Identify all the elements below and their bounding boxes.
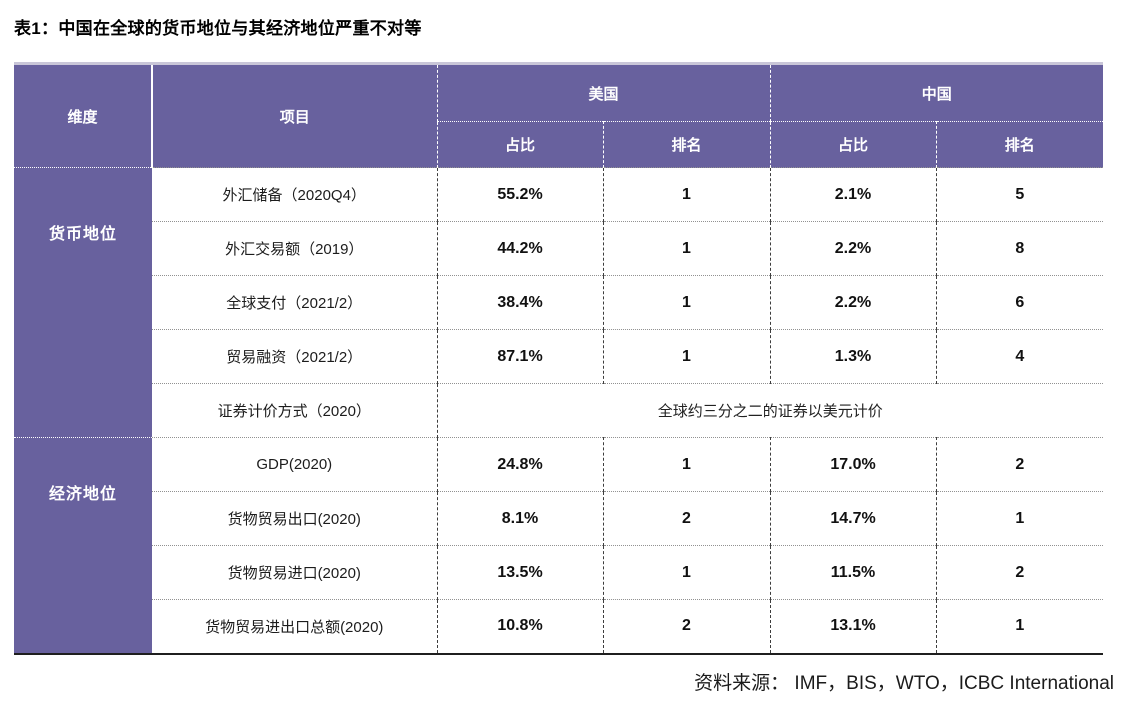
header-us-rank: 排名: [602, 121, 771, 168]
cell-item: 货物贸易出口(2020): [152, 491, 437, 546]
cell-us-rank: 2: [602, 491, 771, 546]
cell-cn-share: 1.3%: [769, 329, 937, 384]
table-header: 维度 项目 美国 中国 占比 排名 占比 排名: [14, 63, 1104, 168]
cell-us-share: 38.4%: [436, 275, 603, 330]
table-row: 货物贸易出口(2020) 8.1% 2 14.7% 1: [14, 491, 1104, 546]
source-note: 资料来源： IMF，BIS，WTO，ICBC International: [694, 673, 1114, 694]
cell-cn-share: 17.0%: [769, 437, 937, 492]
cell-us-rank: 1: [602, 329, 771, 384]
cell-us-share: 44.2%: [436, 221, 603, 276]
cell-item: GDP(2020): [152, 437, 437, 492]
header-us: 美国: [436, 63, 771, 122]
header-cn-share: 占比: [769, 121, 937, 168]
cell-cn-rank: 2: [935, 437, 1104, 492]
cell-us-rank: 1: [602, 545, 771, 600]
cell-us-share: 8.1%: [436, 491, 603, 546]
cell-cn-share: 2.2%: [769, 221, 937, 276]
cell-us-share: 10.8%: [436, 599, 603, 654]
cell-item: 贸易融资（2021/2）: [152, 329, 437, 384]
cell-us-share: 55.2%: [436, 167, 603, 222]
header-us-share: 占比: [436, 121, 603, 168]
cell-cn-share: 11.5%: [769, 545, 937, 600]
cell-item: 证券计价方式（2020）: [152, 383, 437, 438]
group-label-economic-status: 经济地位: [14, 437, 152, 654]
cell-us-share: 87.1%: [436, 329, 603, 384]
cell-us-rank: 1: [602, 167, 771, 222]
header-cn: 中国: [769, 63, 1104, 122]
cell-cn-rank: 8: [935, 221, 1104, 276]
cell-cn-share: 2.2%: [769, 275, 937, 330]
cell-item: 全球支付（2021/2）: [152, 275, 437, 330]
cell-cn-rank: 1: [935, 491, 1104, 546]
cell-item: 外汇储备（2020Q4）: [152, 167, 437, 222]
table-row: 证券计价方式（2020） 全球约三分之二的证券以美元计价: [14, 383, 1104, 438]
table-row: 经济地位 GDP(2020) 24.8% 1 17.0% 2: [14, 437, 1104, 654]
header-dimension: 维度: [14, 63, 152, 168]
header-item: 项目: [151, 63, 437, 168]
cell-us-share: 24.8%: [436, 437, 603, 492]
cell-cn-rank: 5: [935, 167, 1104, 222]
table-row: 货物贸易进出口总额(2020) 10.8% 2 13.1% 1: [14, 599, 1104, 654]
table-body: 货币地位 外汇储备（2020Q4） 55.2% 1 2.1% 5 外汇交易额（2…: [14, 167, 1104, 654]
cell-cn-rank: 6: [935, 275, 1104, 330]
cell-item: 货物贸易进出口总额(2020): [152, 599, 437, 654]
cell-us-share: 13.5%: [436, 545, 603, 600]
table-row: 全球支付（2021/2） 38.4% 1 2.2% 6: [14, 275, 1104, 330]
data-table: 维度 项目 美国 中国 占比 排名 占比 排名 货币地位 外汇储备（2020Q4…: [14, 62, 1104, 655]
cell-cn-share: 14.7%: [769, 491, 937, 546]
cell-cn-share: 2.1%: [769, 167, 937, 222]
cell-cn-rank: 2: [935, 545, 1104, 600]
cell-merged-note: 全球约三分之二的证券以美元计价: [436, 383, 1104, 438]
cell-item: 外汇交易额（2019）: [152, 221, 437, 276]
cell-us-rank: 2: [602, 599, 771, 654]
cell-us-rank: 1: [602, 221, 771, 276]
header-row-top: 维度 项目 美国 中国: [14, 63, 1104, 168]
cell-us-rank: 1: [602, 275, 771, 330]
cell-cn-rank: 1: [935, 599, 1104, 654]
header-cn-rank: 排名: [935, 121, 1104, 168]
header-row-sub: 占比 排名 占比 排名: [14, 121, 1104, 168]
table-row: 贸易融资（2021/2） 87.1% 1 1.3% 4: [14, 329, 1104, 384]
table-row: 货币地位 外汇储备（2020Q4） 55.2% 1 2.1% 5: [14, 167, 1104, 438]
cell-cn-rank: 4: [935, 329, 1104, 384]
table-row: 外汇交易额（2019） 44.2% 1 2.2% 8: [14, 221, 1104, 276]
cell-cn-share: 13.1%: [769, 599, 937, 654]
table-title: 表1：中国在全球的货币地位与其经济地位严重不对等: [14, 19, 422, 38]
cell-item: 货物贸易进口(2020): [152, 545, 437, 600]
cell-us-rank: 1: [602, 437, 771, 492]
table-row: 货物贸易进口(2020) 13.5% 1 11.5% 2: [14, 545, 1104, 600]
group-label-currency-status: 货币地位: [14, 167, 152, 438]
